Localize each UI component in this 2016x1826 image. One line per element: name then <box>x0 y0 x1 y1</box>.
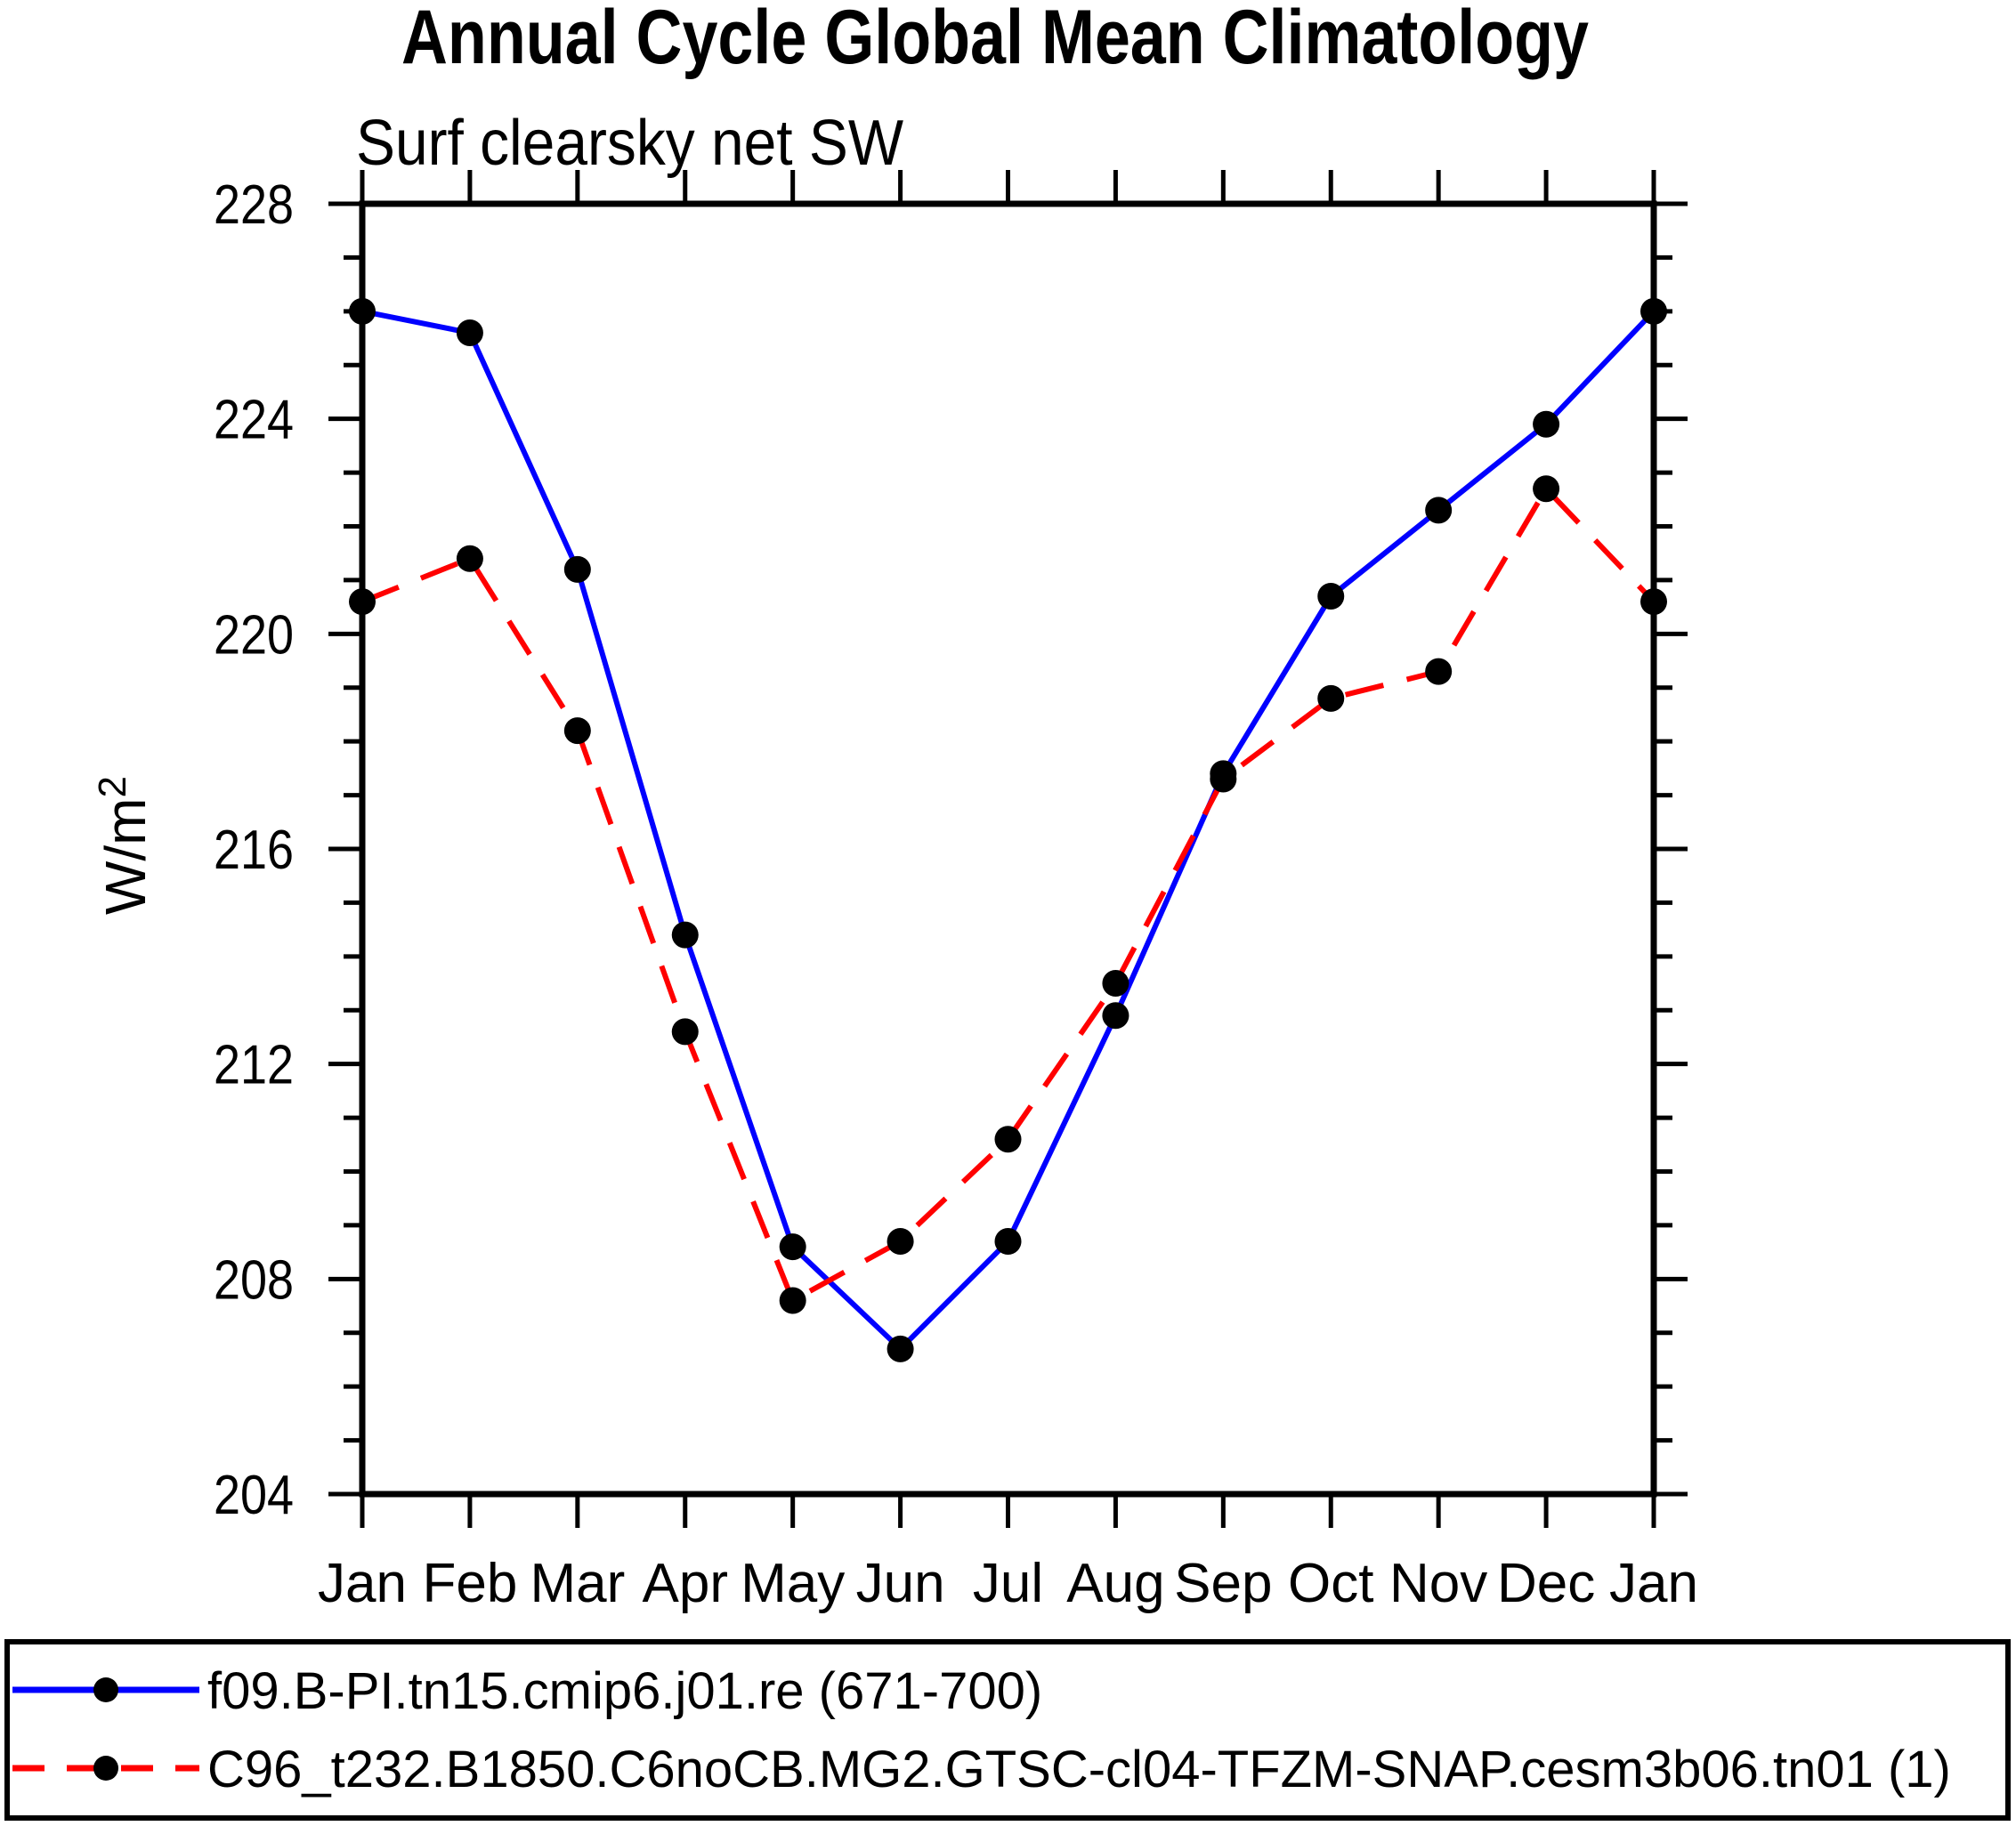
data-point-marker-s2-Sep <box>1210 765 1237 793</box>
legend: f09.B-PI.tn15.cmip6.j01.re (671-700) C96… <box>4 1639 2011 1821</box>
legend-marker-dot-icon <box>93 1756 118 1781</box>
legend-box <box>4 1639 2011 1821</box>
data-point-marker-s1-Nov <box>1425 497 1453 524</box>
y-tick-label: 224 <box>214 390 294 451</box>
data-point-marker-s1-Aug <box>1102 1002 1129 1030</box>
data-point-marker-s2-Dec <box>1533 475 1560 503</box>
data-point-marker-s1-May <box>779 1233 806 1261</box>
y-tick-label: 204 <box>214 1465 294 1526</box>
data-series <box>349 297 1667 1362</box>
x-tick-label: Nov <box>1389 1553 1487 1614</box>
chart-title: Annual Cycle Global Mean Climatology <box>401 0 1589 80</box>
data-point-marker-s1-Apr <box>671 921 699 949</box>
legend-marker-dot-icon <box>93 1677 118 1702</box>
data-point-marker-s1-Oct <box>1317 583 1345 610</box>
legend-item-series2: C96_t232.B1850.C6noCB.MG2.GTSC-cl04-TFZM… <box>12 1741 1951 1798</box>
x-tick-label: Jan <box>1609 1553 1698 1614</box>
data-point-marker-s2-Oct <box>1317 684 1345 712</box>
data-point-marker-s2-Nov <box>1425 658 1453 685</box>
x-tick-label: Sep <box>1174 1553 1272 1614</box>
data-point-marker-s2-Feb <box>456 545 483 572</box>
y-axis-title-superscript: 2 <box>91 776 134 797</box>
x-tick-label: Dec <box>1497 1553 1595 1614</box>
data-point-marker-s2-May <box>779 1287 806 1314</box>
y-axis-title: W/m2 <box>91 776 158 915</box>
data-point-marker-s1-Jun <box>887 1335 914 1362</box>
y-axis-title-base: W/m <box>93 797 158 915</box>
x-tick-label: Feb <box>422 1553 517 1614</box>
data-point-marker-s1-Mar <box>563 555 591 583</box>
x-tick-label: Jul <box>973 1553 1043 1614</box>
data-point-marker-s2-Jul <box>994 1126 1022 1153</box>
y-tick-label: 228 <box>214 174 294 236</box>
x-tick-label: Jun <box>856 1553 945 1614</box>
x-tick-label: Aug <box>1066 1553 1164 1614</box>
data-point-marker-s2-Mar <box>563 717 591 745</box>
plot-frame <box>359 200 1657 1498</box>
data-point-marker-s1-Dec <box>1533 410 1560 438</box>
data-point-marker-s1-Feb <box>456 319 483 346</box>
data-point-marker-s1-Jul <box>994 1228 1022 1256</box>
chart-subtitle: Surf clearsky net SW <box>356 108 903 179</box>
y-tick-label: 208 <box>214 1249 294 1311</box>
x-tick-label: Oct <box>1288 1553 1373 1614</box>
y-tick-label: 212 <box>214 1035 294 1096</box>
data-point-marker-s2-Jun <box>887 1228 914 1256</box>
data-point-marker-s1-Jan <box>1640 297 1667 325</box>
legend-item-series1: f09.B-PI.tn15.cmip6.j01.re (671-700) <box>12 1662 1042 1720</box>
data-point-marker-s2-Jan <box>1640 588 1667 616</box>
x-tick-label: May <box>741 1553 845 1614</box>
series-line-2 <box>360 486 1656 1304</box>
data-point-marker-s2-Apr <box>671 1018 699 1046</box>
y-tick-label: 220 <box>214 604 294 666</box>
y-tick-label: 216 <box>214 820 294 881</box>
x-tick-label: Mar <box>530 1553 625 1614</box>
x-tick-label: Jan <box>318 1553 407 1614</box>
series-line-1 <box>361 308 1656 1352</box>
legend-label-series2: C96_t232.B1850.C6noCB.MG2.GTSC-cl04-TFZM… <box>207 1741 1951 1798</box>
data-point-marker-s1-Jan <box>349 297 376 325</box>
data-point-marker-s2-Aug <box>1102 970 1129 998</box>
legend-label-series1: f09.B-PI.tn15.cmip6.j01.re (671-700) <box>207 1662 1042 1720</box>
x-tick-label: Apr <box>643 1553 728 1614</box>
data-point-marker-s2-Jan <box>349 588 376 616</box>
